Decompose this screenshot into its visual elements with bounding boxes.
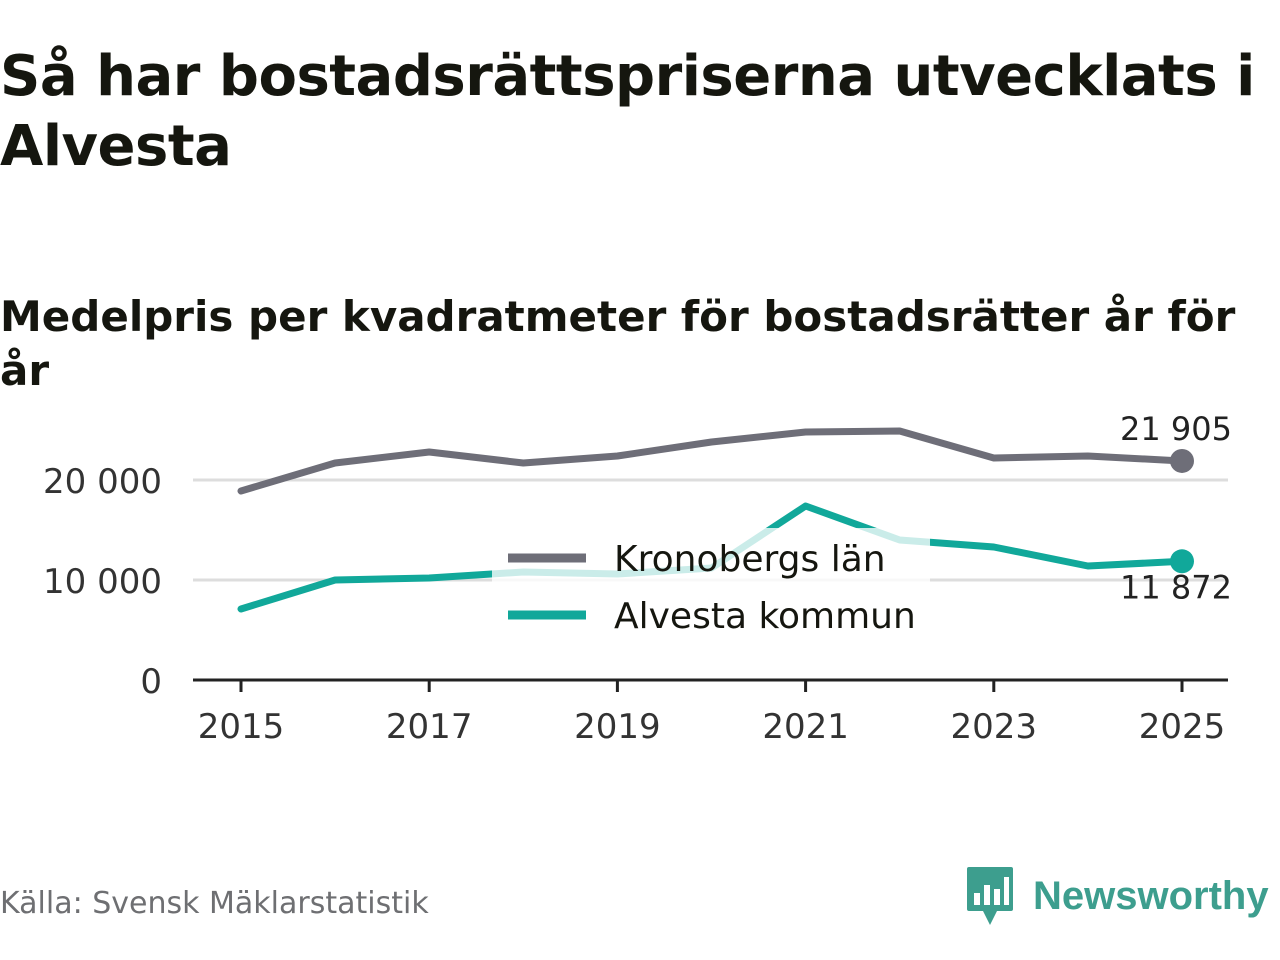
x-tick-label: 2019 bbox=[574, 707, 661, 747]
series-end-point bbox=[1170, 549, 1194, 574]
legend-background bbox=[492, 528, 930, 640]
end-value-label: 21 905 bbox=[1120, 410, 1232, 448]
newsworthy-logo-icon bbox=[967, 867, 1013, 925]
source-note: Källa: Svensk Mäklarstatistik bbox=[0, 886, 429, 921]
legend-label: Kronobergs län bbox=[614, 539, 886, 580]
series-line-kronoberg bbox=[237, 427, 1186, 495]
x-tick-label: 2025 bbox=[1139, 707, 1226, 747]
chart-title: Så har bostadsrättspriserna utvecklats i… bbox=[0, 44, 1255, 179]
y-tick-label: 20 000 bbox=[43, 462, 162, 502]
series-end-point bbox=[1170, 448, 1194, 473]
y-tick-label: 10 000 bbox=[43, 562, 162, 602]
y-tick-label: 0 bbox=[140, 662, 162, 702]
x-tick-label: 2017 bbox=[386, 707, 473, 747]
x-tick-label: 2023 bbox=[951, 707, 1038, 747]
legend-label: Alvesta kommun bbox=[614, 596, 916, 637]
x-tick-label: 2015 bbox=[198, 707, 285, 747]
brand-name: Newsworthy bbox=[1033, 874, 1269, 918]
end-labels: 21 905 11 872 bbox=[1120, 410, 1232, 606]
line-chart: 0 10 000 20 000 2015 2017 2019 2021 2023 2025 Kr… bbox=[43, 410, 1232, 747]
x-tick-label: 2021 bbox=[762, 707, 849, 747]
chart-subtitle: Medelpris per kvadratmeter för bostadsrä… bbox=[0, 292, 1236, 395]
brand-logo[interactable]: Newsworthy bbox=[965, 864, 1269, 928]
end-value-label: 11 872 bbox=[1120, 568, 1232, 606]
legend: Kronobergs län Alvesta kommun bbox=[492, 528, 930, 640]
axes: 0 10 000 20 000 2015 2017 2019 2021 2023 2025 bbox=[43, 462, 1228, 747]
